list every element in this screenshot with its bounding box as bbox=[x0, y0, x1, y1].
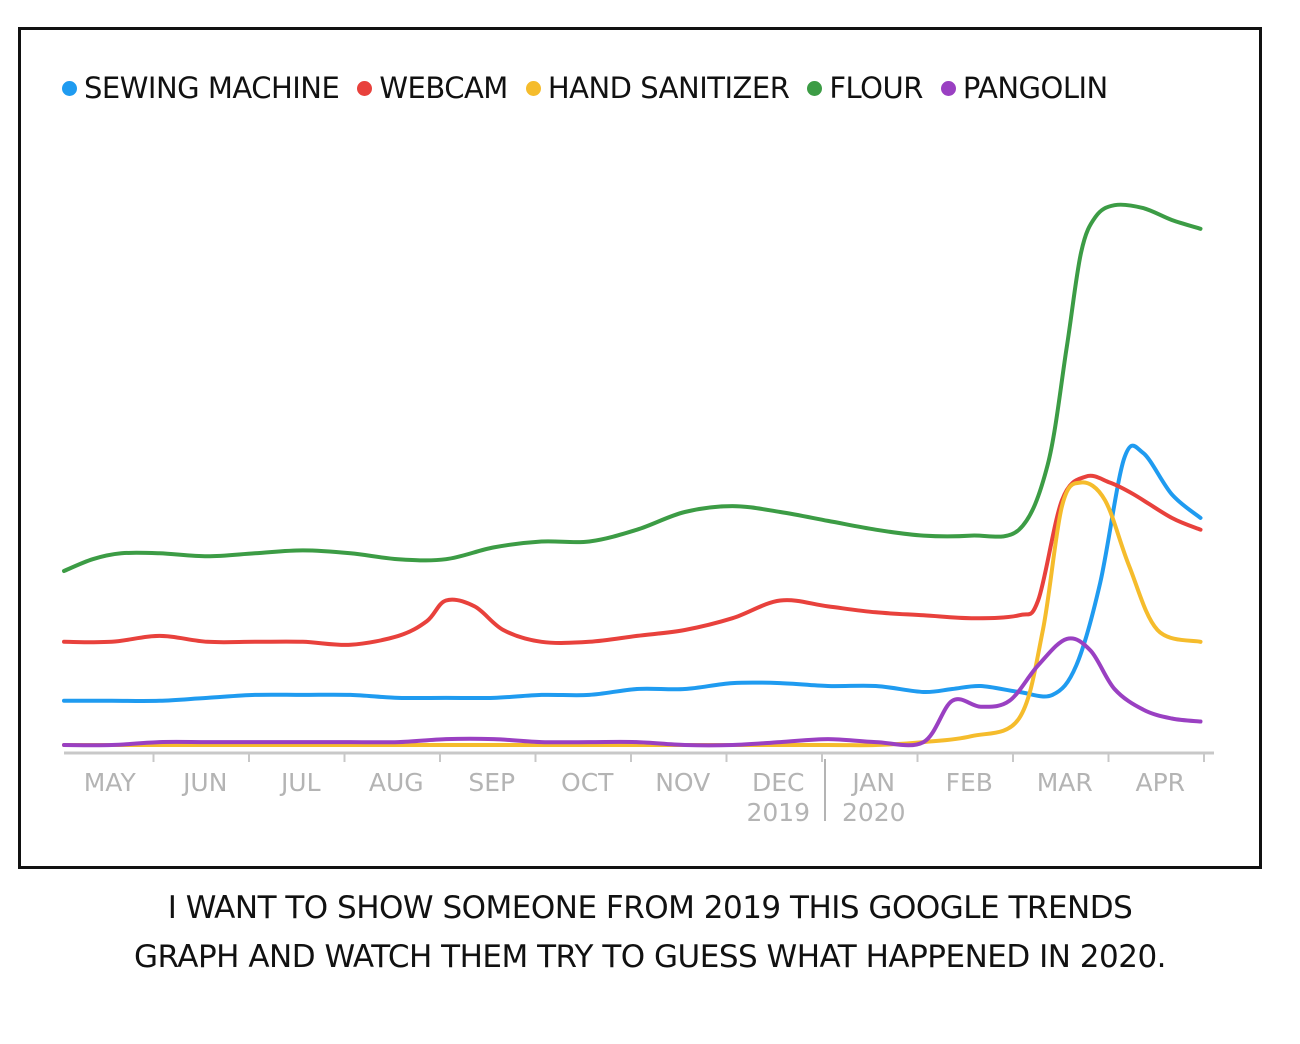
caption-line-1: I WANT TO SHOW SOMEONE FROM 2019 THIS GO… bbox=[167, 890, 1133, 926]
legend-item-pangolin: PANGOLIN bbox=[940, 71, 1108, 105]
legend-label-webcam: WEBCAM bbox=[379, 71, 508, 105]
legend-label-pangolin: PANGOLIN bbox=[962, 71, 1108, 105]
x-tick-label: SEP bbox=[468, 768, 515, 797]
legend: SEWING MACHINE WEBCAM HAND SANITIZER FLO… bbox=[62, 66, 1108, 110]
x-tick-label: AUG bbox=[369, 768, 424, 797]
x-tick-label: OCT bbox=[561, 768, 614, 797]
series-line-hand-sanitizer bbox=[62, 480, 1203, 748]
legend-label-sewing-machine: SEWING MACHINE bbox=[84, 71, 340, 105]
x-tick-label: JUL bbox=[279, 768, 321, 797]
legend-dot-webcam bbox=[357, 80, 373, 96]
series-line-flour bbox=[62, 202, 1203, 573]
x-tick-label: MAR bbox=[1037, 768, 1093, 797]
x-tick-label: DEC bbox=[752, 768, 805, 797]
chart-panel bbox=[18, 27, 1262, 869]
legend-dot-flour bbox=[807, 80, 823, 96]
series-line-webcam bbox=[62, 473, 1203, 647]
x-tick-year-label: 2020 bbox=[842, 798, 906, 827]
series-line-sewing-machine bbox=[62, 443, 1203, 704]
x-tick-label: MAY bbox=[84, 768, 137, 797]
comic-caption: I WANT TO SHOW SOMEONE FROM 2019 THIS GO… bbox=[50, 884, 1250, 982]
legend-item-flour: FLOUR bbox=[807, 71, 923, 105]
legend-dot-sewing-machine bbox=[62, 80, 77, 96]
legend-item-webcam: WEBCAM bbox=[357, 71, 508, 105]
x-tick-label: JUN bbox=[181, 768, 227, 797]
x-tick-year-label: 2019 bbox=[746, 798, 810, 827]
x-tick-label: APR bbox=[1135, 768, 1185, 797]
legend-dot-hand-sanitizer bbox=[525, 80, 541, 96]
caption-line-2: GRAPH AND WATCH THEM TRY TO GUESS WHAT H… bbox=[133, 939, 1167, 975]
series-line-pangolin bbox=[62, 636, 1203, 748]
x-tick-label: NOV bbox=[655, 768, 710, 797]
legend-item-hand-sanitizer: HAND SANITIZER bbox=[525, 71, 790, 105]
legend-label-hand-sanitizer: HAND SANITIZER bbox=[547, 71, 790, 105]
legend-item-sewing-machine: SEWING MACHINE bbox=[62, 71, 340, 105]
x-tick-label: JAN bbox=[850, 768, 895, 797]
legend-label-flour: FLOUR bbox=[829, 71, 923, 105]
legend-dot-pangolin bbox=[940, 80, 956, 96]
x-tick-label: FEB bbox=[946, 768, 993, 797]
series-lines bbox=[62, 202, 1203, 748]
